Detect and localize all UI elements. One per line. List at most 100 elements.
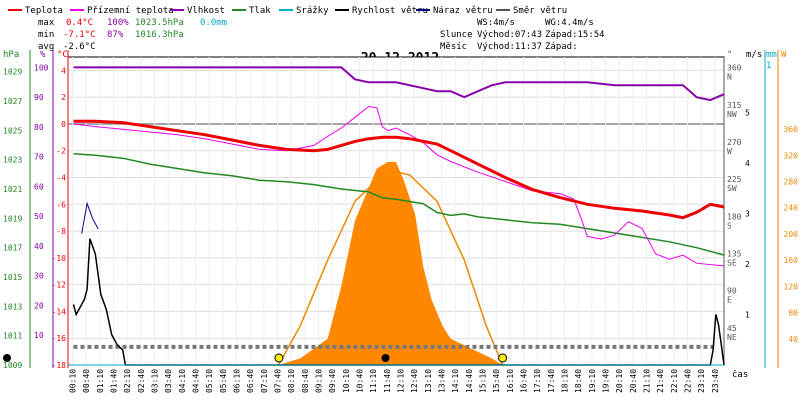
sunset-text: Západ:15:54 xyxy=(545,30,605,40)
direction-name: SW xyxy=(727,184,737,193)
temp-tick: -2 xyxy=(56,147,66,156)
time-tick: 21:40 xyxy=(656,369,665,393)
markers xyxy=(3,353,508,363)
axis-ticks: 420-2-4-6-8-10-12-14-16-1810291027102510… xyxy=(3,63,798,370)
temp-tick: -16 xyxy=(52,334,67,343)
solar-tick: 40 xyxy=(788,335,798,344)
temperature-unit: °C xyxy=(57,50,68,60)
temp-tick: -10 xyxy=(52,254,67,263)
legend-label: Srážky xyxy=(296,6,329,16)
time-tick: 11:40 xyxy=(383,369,392,393)
time-axis-label: čas xyxy=(732,369,748,380)
solar-tick: 200 xyxy=(784,230,799,239)
time-tick: 05:40 xyxy=(219,369,228,393)
time-tick: 23:10 xyxy=(697,369,706,393)
sunrise-marker xyxy=(274,353,284,363)
time-tick: 03:10 xyxy=(151,369,160,393)
rain-tick-top: 1 xyxy=(766,61,771,71)
time-tick: 02:10 xyxy=(123,369,132,393)
direction-unit: ° xyxy=(727,50,732,60)
time-tick: 11:10 xyxy=(369,369,378,393)
pressure-tick: 1027 xyxy=(3,97,22,106)
direction-tick: 90 xyxy=(727,287,737,296)
time-tick: 00:10 xyxy=(69,369,78,393)
solar-tick: 280 xyxy=(784,178,799,187)
temp-tick: 2 xyxy=(61,93,66,102)
solar-radiation-area xyxy=(278,161,503,365)
pressure-tick: 1023 xyxy=(3,156,22,165)
time-tick: 15:10 xyxy=(479,369,488,393)
solar-tick: 160 xyxy=(784,256,799,265)
time-tick: 02:40 xyxy=(137,369,146,393)
max-label: max xyxy=(38,18,55,28)
pressure-tick: 1017 xyxy=(3,244,22,253)
direction-tick: 180 xyxy=(727,212,742,221)
legend-label: Teplota xyxy=(25,6,63,16)
pressure-line xyxy=(73,153,725,256)
wind-speed-unit: m/s xyxy=(746,50,762,60)
time-tick: 21:10 xyxy=(643,369,652,393)
solar-tick: 320 xyxy=(784,151,799,160)
direction-name: NE xyxy=(727,333,737,342)
time-tick: 08:10 xyxy=(287,369,296,393)
sunrise-text: Východ:07:43 xyxy=(477,30,542,40)
direction-name: E xyxy=(727,296,732,305)
wind-tick: 4 xyxy=(745,159,750,168)
legend-label: Vlhkost xyxy=(187,6,225,16)
temp-tick: -8 xyxy=(56,227,66,236)
humidity-tick: 80 xyxy=(34,123,44,132)
humidity-tick: 90 xyxy=(34,93,44,102)
pressure-tick: 1019 xyxy=(3,214,22,223)
time-ticks: 00:10 00:40 01:10 01:40 02:10 02:40 03:10 03:40… xyxy=(69,369,720,393)
temp-tick: 0 xyxy=(61,120,66,129)
time-tick: 20:40 xyxy=(629,369,638,393)
humidity-tick: 10 xyxy=(34,331,44,340)
pressure-tick: 1029 xyxy=(3,68,22,77)
legend-label: Rychlost větru xyxy=(352,6,428,16)
series-layer xyxy=(68,66,725,366)
humidity-tick: 30 xyxy=(34,272,44,281)
time-tick: 18:10 xyxy=(561,369,570,393)
pressure-unit: hPa xyxy=(3,50,19,60)
pressure-tick: 1011 xyxy=(3,332,22,341)
moonrise-text: Východ:11:37 xyxy=(477,42,542,52)
direction-tick: 135 xyxy=(727,250,742,259)
temperature-line xyxy=(73,119,725,220)
time-tick: 16:10 xyxy=(506,369,515,393)
direction-name: NW xyxy=(727,110,737,119)
time-tick: 14:10 xyxy=(451,369,460,393)
legend-label: Směr větru xyxy=(513,6,567,16)
time-tick: 22:10 xyxy=(670,369,679,393)
direction-name: W xyxy=(727,147,732,156)
sunset-marker xyxy=(498,353,508,363)
wind-tick: 3 xyxy=(745,210,750,219)
wind-gust-info: WG:4.4m/s xyxy=(545,18,594,28)
pressure-tick: 1013 xyxy=(3,302,22,311)
temp-tick: -12 xyxy=(52,281,67,290)
time-tick: 14:40 xyxy=(465,369,474,393)
temp-tick: -14 xyxy=(52,307,67,316)
wind-speed-info: WS:4m/s xyxy=(477,18,515,28)
solar-unit: W xyxy=(781,50,787,60)
humidity-tick: 40 xyxy=(34,242,44,251)
time-tick: 04:10 xyxy=(178,369,187,393)
humidity-tick: 70 xyxy=(34,153,44,162)
humidity-line xyxy=(73,66,725,102)
time-tick: 01:40 xyxy=(110,369,119,393)
time-tick: 03:40 xyxy=(164,369,173,393)
temp-tick: 4 xyxy=(61,66,66,75)
time-tick: 12:40 xyxy=(410,369,419,393)
humidity-unit: % xyxy=(40,50,46,60)
solar-tick: 120 xyxy=(784,282,799,291)
time-tick: 04:40 xyxy=(192,369,201,393)
humidity-tick: 100 xyxy=(34,63,49,72)
time-tick: 13:40 xyxy=(438,369,447,393)
time-tick: 05:10 xyxy=(205,369,214,393)
min-press: 1016.3hPa xyxy=(135,30,184,40)
time-tick: 15:40 xyxy=(492,369,501,393)
avg-temp: -2.6°C xyxy=(63,42,96,52)
legend-label: Náraz větru xyxy=(433,6,493,16)
direction-tick: 225 xyxy=(727,175,742,184)
rain-unit: mm xyxy=(766,50,777,60)
